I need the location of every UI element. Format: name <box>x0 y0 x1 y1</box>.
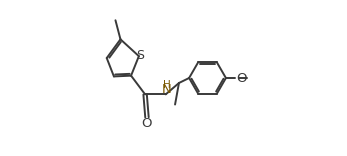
Text: O: O <box>236 71 247 85</box>
Text: O: O <box>142 117 152 130</box>
Text: N: N <box>162 83 171 96</box>
Text: S: S <box>136 49 144 62</box>
Text: H: H <box>163 80 170 90</box>
